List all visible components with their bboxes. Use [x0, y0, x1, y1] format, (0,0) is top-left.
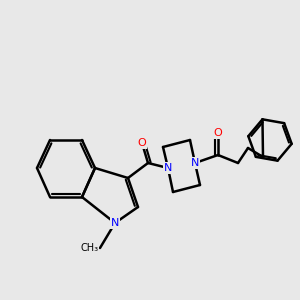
Text: CH₃: CH₃ — [80, 243, 98, 253]
Text: O: O — [214, 128, 222, 138]
Text: N: N — [111, 218, 119, 228]
Text: N: N — [164, 163, 172, 173]
Text: O: O — [138, 138, 146, 148]
Text: N: N — [191, 158, 199, 168]
